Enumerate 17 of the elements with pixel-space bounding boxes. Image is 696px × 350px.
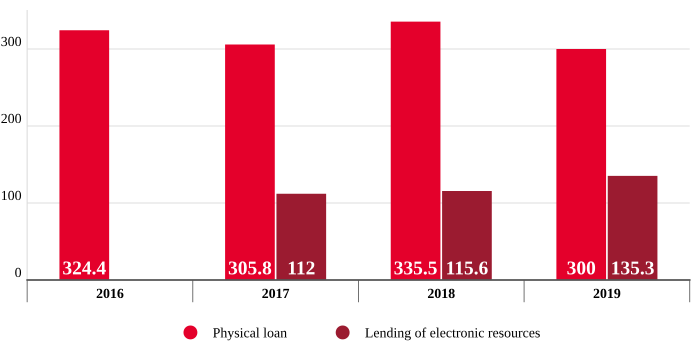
- x-tick-label: 2019: [594, 288, 620, 298]
- data-label: 300: [567, 261, 596, 275]
- data-label: 335.5: [394, 261, 437, 275]
- legend-label: Lending of electronic resources: [365, 328, 540, 340]
- data-label: 115.6: [447, 261, 488, 275]
- y-tick-label: 0: [15, 268, 22, 278]
- y-tick-label: 300: [1, 36, 22, 46]
- x-tick-label: 2017: [262, 288, 290, 298]
- data-label: 135.3: [612, 261, 654, 275]
- y-tick-label: 100: [2, 190, 22, 200]
- x-tick-label: 2018: [428, 288, 455, 298]
- data-label: 305.8: [228, 261, 272, 275]
- data-label: 112: [288, 261, 315, 274]
- legend-label: Physical loan: [213, 328, 287, 340]
- y-tick-label: 200: [1, 114, 22, 124]
- x-tick-label: 2016: [96, 288, 124, 298]
- data-label: 324.4: [63, 261, 106, 275]
